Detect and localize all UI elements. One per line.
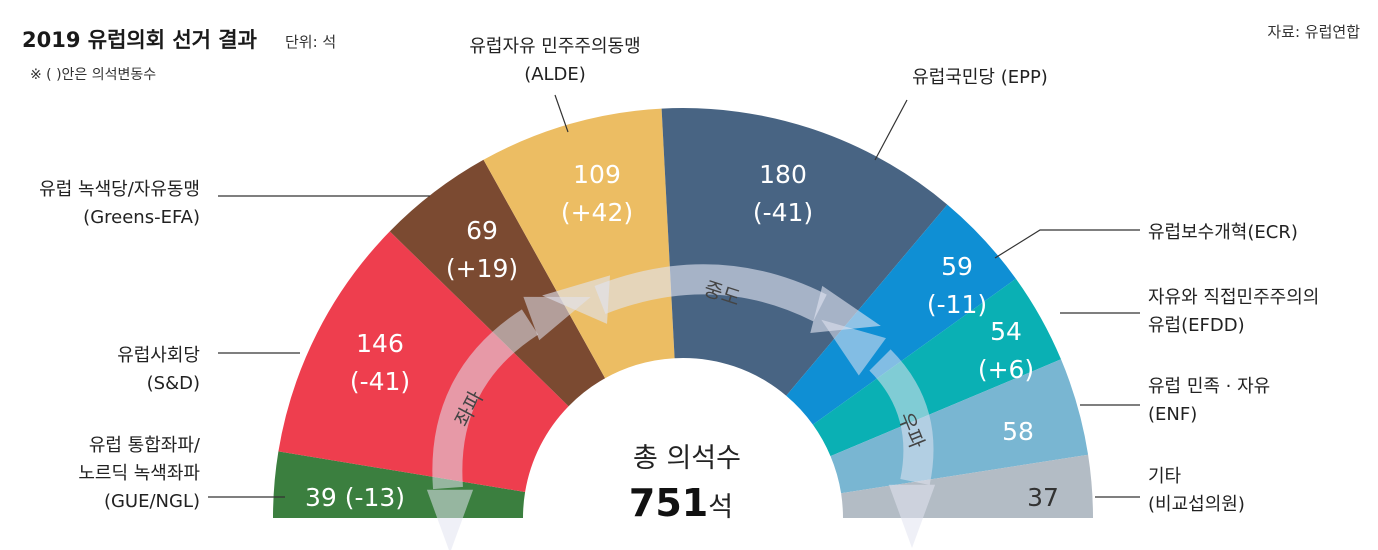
party-label-enf: (ENF) [1148,404,1197,425]
arrow-right-head-bottom [888,484,936,548]
party-label-greens: (Greens-EFA) [83,207,200,228]
segment-enf [830,359,1089,494]
party-label-epp: 유럽국민당 (EPP) [912,67,1048,88]
change-note: ※ ( )안은 의석변동수 [30,67,156,83]
party-label-enf: 유럽 민족 · 자유 [1148,376,1270,397]
value-epp: 180 [759,160,807,189]
leaders-group [208,94,1140,498]
change-alde: (+42) [561,198,633,227]
source-label: 자료: 유럽연합 [1267,23,1360,41]
segment-ecr [786,204,1016,425]
segment-efdd [812,278,1061,457]
party-label-ecr: 유럽보수개혁(ECR) [1148,222,1298,243]
arrow-left-head-bottom [426,489,474,550]
change-greens: (+19) [446,254,518,283]
value-sd: 146 [356,329,404,358]
party-label-others: 기타 [1148,466,1182,487]
arrow-right [869,349,934,486]
leader-ecr [994,229,1140,259]
party-label-others: (비교섭의원) [1148,494,1245,515]
party-label-efdd: 자유와 직접민주주의의 [1148,287,1319,308]
arrow-middle [594,264,827,322]
labels-group: 유럽 통합좌파/노르딕 녹색좌파 (GUE/NGL) 유럽사회당 (S&D) 유럽 녹색… [39,36,1319,515]
segments-group [272,108,1093,518]
arrow-middle-head-right [810,285,881,333]
value-gue: 39 (-13) [305,483,405,512]
party-label-sd: 유럽사회당 [117,345,200,366]
party-label-gue: 유럽 통합좌파/ [89,435,201,456]
segment-epp [661,108,948,396]
change-efdd: (+6) [978,355,1034,384]
total-seats: 751석 [629,481,733,525]
value-greens: 69 [466,216,498,245]
total-unit: 석 [708,492,733,523]
party-label-alde: (ALDE) [524,64,586,85]
party-label-alde: 유럽자유 민주주의동맹 [469,36,640,57]
change-ecr: (-11) [927,290,987,319]
arrow-left [432,309,539,490]
change-epp: (-41) [753,198,813,227]
chart-title: 2019 유럽의회 선거 결과 [22,28,257,52]
party-label-greens: 유럽 녹색당/자유동맹 [39,179,200,200]
party-label-sd: (S&D) [147,373,200,394]
leader-alde [554,94,569,133]
value-enf: 58 [1002,417,1034,446]
value-ecr: 59 [941,252,973,281]
center-label: 총 의석수 [633,443,741,474]
segment-greens [389,159,606,407]
unit-label: 단위: 석 [285,33,336,51]
party-label-efdd: 유럽(EFDD) [1148,315,1245,336]
arrow-left-head-top [523,296,591,341]
leader-epp [874,99,908,161]
value-efdd: 54 [990,317,1022,346]
total-number: 751 [629,481,708,525]
segment-sd [278,231,569,492]
arrow-right-head-top [821,319,886,376]
value-others: 37 [1027,483,1059,512]
party-label-gue: (GUE/NGL) [104,491,200,512]
change-sd: (-41) [350,367,410,396]
segment-alde [483,108,675,379]
party-label-gue: 노르딕 녹색좌파 [78,463,200,484]
values-group: 39 (-13) 146 (-41) 69 (+19) 109 (+42) 180 (-41) 5… [305,160,1059,512]
value-alde: 109 [573,160,621,189]
